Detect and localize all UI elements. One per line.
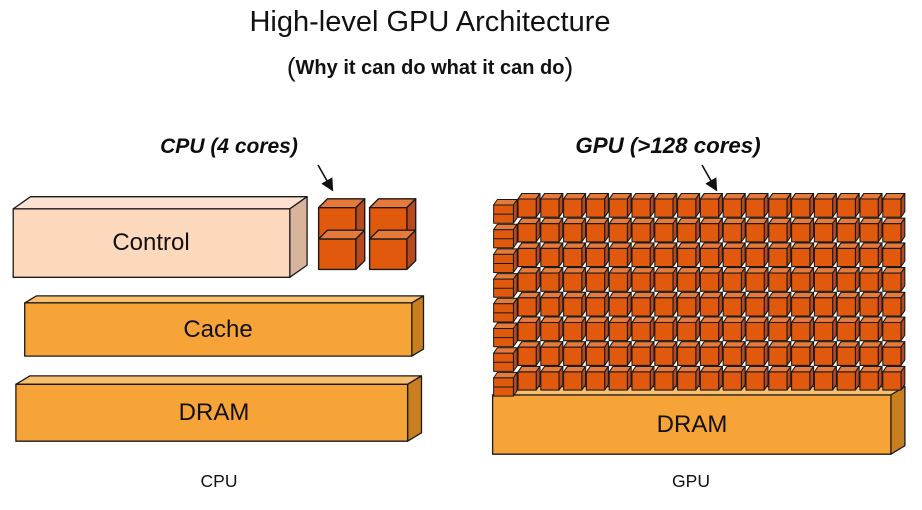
svg-text:GPU (>128 cores): GPU (>128 cores) <box>575 133 760 158</box>
svg-text:Control: Control <box>112 229 189 256</box>
svg-text:CPU (4 cores): CPU (4 cores) <box>160 135 298 158</box>
svg-text:Cache: Cache <box>183 316 252 343</box>
svg-text:CPU: CPU <box>201 471 238 491</box>
svg-text:DRAM: DRAM <box>179 399 250 426</box>
svg-text:GPU: GPU <box>672 471 710 491</box>
svg-text:DRAM: DRAM <box>657 411 728 438</box>
